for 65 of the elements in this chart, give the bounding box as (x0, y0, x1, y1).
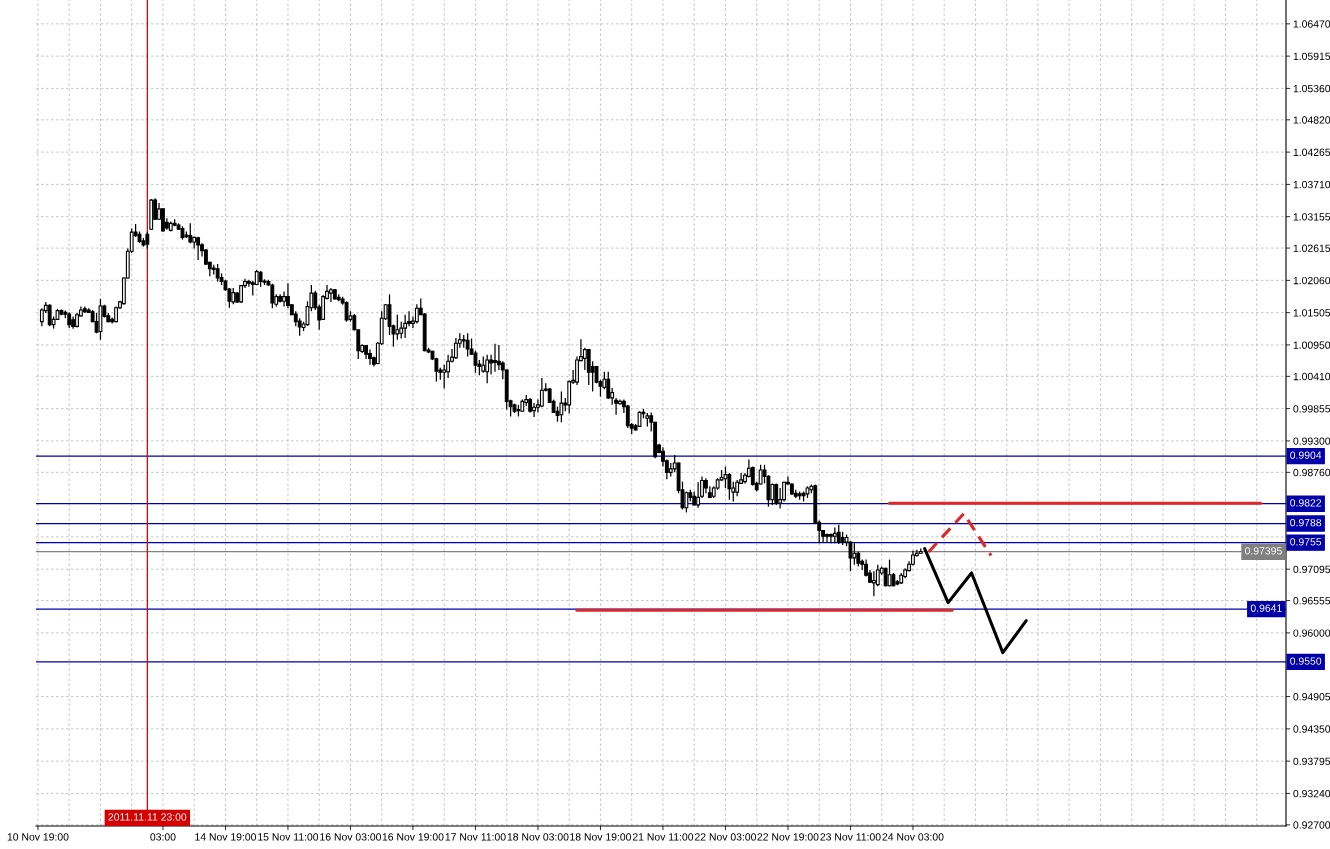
x-tick-label: 15 Nov 11:00 (258, 833, 319, 841)
candlestick (606, 371, 611, 400)
x-tick-label: 22 Nov 03:00 (695, 833, 757, 841)
x-tick-label: 2011.11.11 23:00 (108, 813, 187, 821)
x-tick-label: 16 Nov 03:00 (320, 833, 382, 841)
candlestick (774, 482, 779, 506)
candlestick (328, 287, 333, 303)
x-tick-label: 14 Nov 19:00 (195, 833, 257, 841)
y-tick-label: 0.93240 (1293, 789, 1330, 798)
y-tick-label: 1.00410 (1293, 372, 1330, 381)
y-tick-label: 0.99855 (1293, 405, 1330, 413)
candlestick (344, 300, 349, 323)
ref-line-label: 0.9755 (1290, 538, 1322, 546)
y-tick-label: 1.03710 (1293, 180, 1330, 189)
x-tick-label: 18 Nov 03:00 (507, 833, 569, 841)
y-tick-label: 0.97095 (1293, 565, 1330, 574)
ref-line-label: 0.9822 (1290, 499, 1322, 507)
candlestick (575, 355, 579, 386)
y-tick-label: 0.96555 (1293, 597, 1330, 605)
y-tick-label: 1.06470 (1293, 20, 1330, 28)
candlestick (825, 532, 829, 543)
x-tick-label: 17 Nov 11:00 (445, 833, 506, 841)
candlestick (161, 207, 165, 233)
x-tick-label: 16 Nov 19:00 (382, 833, 444, 841)
x-tick-label: 10 Nov 19:00 (7, 833, 69, 841)
y-tick-label: 0.96000 (1293, 629, 1330, 637)
y-tick-label: 0.92700 (1293, 821, 1330, 829)
x-tick-label: 24 Nov 03:00 (882, 833, 944, 841)
y-tick-label: 0.93795 (1293, 757, 1330, 766)
x-tick-label: 03:00 (150, 833, 176, 841)
x-tick-label: 21 Nov 11:00 (632, 833, 694, 841)
y-tick-label: 1.03155 (1293, 213, 1330, 221)
y-tick-label: 1.05360 (1293, 84, 1330, 93)
y-tick-label: 0.98760 (1293, 468, 1330, 477)
candlestick (414, 303, 419, 325)
x-tick-label: 22 Nov 19:00 (757, 833, 819, 841)
y-tick-label: 1.00950 (1293, 341, 1330, 349)
line-series (923, 547, 1028, 655)
candlestick (539, 377, 544, 408)
x-tick-label: 18 Nov 19:00 (570, 833, 632, 841)
y-tick-label: 1.05915 (1293, 52, 1330, 61)
candlestick (723, 465, 728, 489)
candlestick (368, 348, 372, 366)
candlestick (403, 314, 408, 339)
candlestick (532, 402, 536, 418)
ref-line-label: 0.9904 (1290, 451, 1322, 459)
y-tick-label: 1.04265 (1293, 148, 1330, 156)
candlestick (485, 354, 490, 384)
candlestick (828, 532, 833, 544)
y-tick-label: 1.01505 (1293, 309, 1330, 317)
ref-line-label: 0.9788 (1290, 518, 1322, 527)
ref-line-label: 0.9550 (1290, 657, 1322, 665)
ref-line-label: 0.97395 (1245, 547, 1282, 555)
y-tick-label: 0.99300 (1293, 437, 1330, 445)
y-tick-label: 0.94905 (1293, 693, 1330, 701)
candlestick (493, 343, 497, 373)
y-tick-label: 1.04820 (1293, 116, 1330, 124)
y-tick-label: 1.02060 (1293, 276, 1330, 285)
candlestick (453, 337, 458, 360)
y-tick-label: 0.94350 (1293, 725, 1330, 733)
candlestick (758, 464, 763, 486)
candlestick (282, 290, 286, 308)
ref-line-label: 0.9641 (1250, 604, 1282, 612)
x-tick-label: 23 Nov 11:00 (820, 833, 881, 841)
y-tick-label: 1.02615 (1293, 244, 1330, 252)
